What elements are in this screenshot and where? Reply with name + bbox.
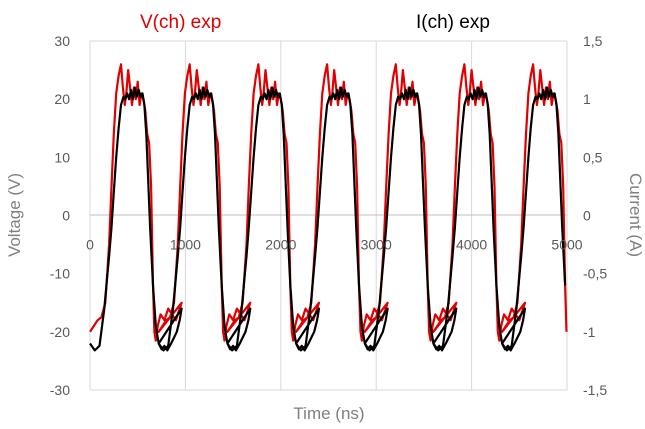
- y-tick-label-3: 0: [62, 208, 70, 224]
- y2-tick-label-3: 0: [583, 208, 591, 224]
- y-tick-label-5: 20: [54, 91, 70, 107]
- y2-tick-labels: -1,5 -1 -0,5 0 0,5 1 1,5: [583, 33, 607, 398]
- x-tick-label-2: 2000: [265, 237, 296, 253]
- x-tick-labels: 0 1000 2000 3000 4000 5000: [86, 237, 583, 253]
- y-tick-label-6: 30: [54, 33, 70, 49]
- x-tick-label-4: 4000: [456, 237, 487, 253]
- y2-tick-label-5: 1: [583, 91, 591, 107]
- y2-axis-label: Current (A): [626, 173, 645, 257]
- x-tick-label-3: 3000: [361, 237, 392, 253]
- y2-tick-label-4: 0,5: [583, 149, 603, 165]
- y-tick-label-0: -30: [50, 382, 70, 398]
- series-line-i-ch-exp: [89, 86, 567, 352]
- y-tick-labels: -30 -20 -10 0 10 20 30: [50, 33, 70, 398]
- y2-tick-label-2: -0,5: [583, 266, 607, 282]
- legend-i-ch-exp: I(ch) exp: [416, 12, 490, 33]
- legend-v-ch-exp: V(ch) exp: [140, 12, 221, 33]
- y-tick-label-1: -20: [50, 324, 70, 340]
- y-tick-label-2: -10: [50, 266, 70, 282]
- x-tick-label-0: 0: [86, 237, 94, 253]
- x-tick-label-5: 5000: [551, 237, 582, 253]
- y2-tick-label-0: -1,5: [583, 382, 607, 398]
- y-tick-label-4: 10: [54, 149, 70, 165]
- x-axis-label: Time (ns): [293, 404, 364, 423]
- x-tick-label-1: 1000: [170, 237, 201, 253]
- y2-tick-label-1: -1: [583, 324, 596, 340]
- series-layer: [89, 63, 568, 352]
- y-axis-label: Voltage (V): [5, 173, 24, 257]
- y2-tick-label-6: 1,5: [583, 33, 603, 49]
